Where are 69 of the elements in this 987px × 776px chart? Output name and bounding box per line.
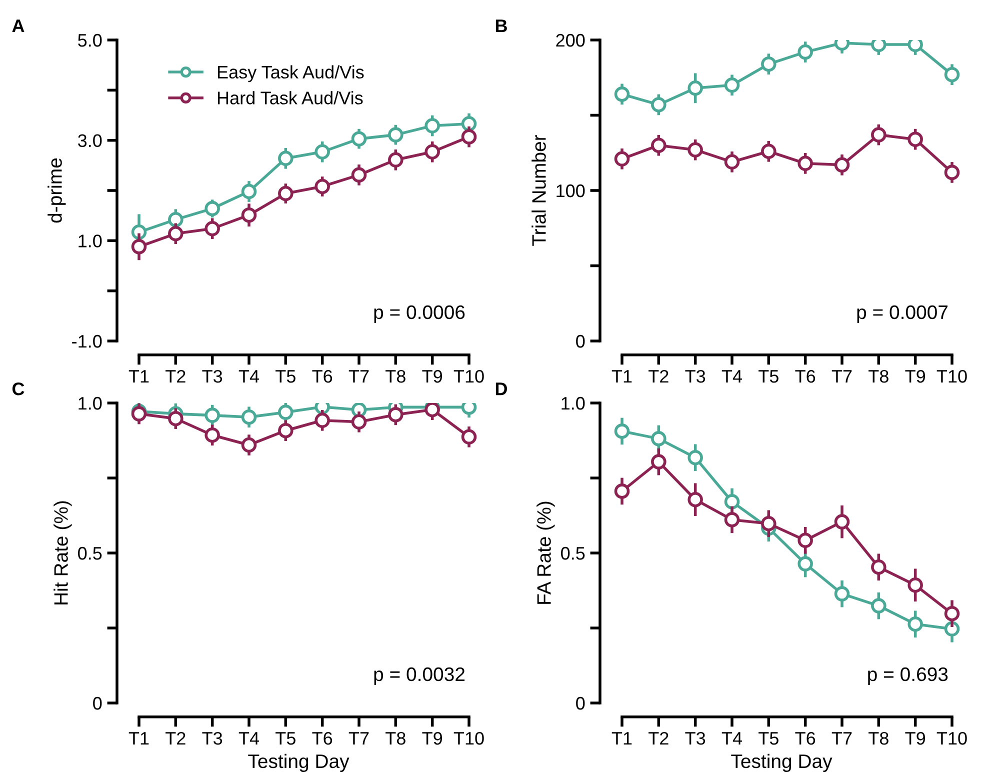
x-tick-label: T7 — [348, 732, 369, 745]
x-tick-label: T10 — [454, 370, 484, 383]
x-tick-label: T1 — [612, 732, 632, 745]
x-tick-label: T6 — [795, 370, 816, 383]
x-tick-label: T7 — [348, 370, 369, 383]
y-axis-title: Hit Rate (%) — [54, 501, 72, 604]
x-axis-title: Testing Day — [731, 754, 832, 772]
x-tick-label: T10 — [936, 370, 967, 383]
x-tick-label: T7 — [832, 370, 852, 383]
x-tick-label: T4 — [238, 732, 260, 745]
text: D — [496, 382, 508, 396]
annotation: p = 0.0032 — [374, 667, 465, 685]
x-tick-label: T8 — [868, 732, 888, 745]
x-axis-title: Testing Day — [248, 754, 350, 772]
x-tick-label: T5 — [276, 732, 296, 745]
x-tick-label: T2 — [648, 732, 668, 745]
y-tick-label: 5.0 — [78, 34, 102, 47]
x-tick-label: T1 — [612, 370, 632, 383]
x-tick-label: T3 — [202, 370, 222, 383]
x-tick-label: T2 — [166, 370, 186, 383]
x-tick-label: T9 — [422, 370, 442, 383]
x-tick-label: T9 — [905, 732, 926, 745]
x-tick-label: T2 — [648, 370, 668, 383]
y-axis-title: d-prime — [48, 158, 66, 223]
x-tick-label: T3 — [685, 732, 706, 745]
x-tick-label: T8 — [386, 370, 406, 383]
legend-label: Easy Task Aud/Vis — [218, 65, 364, 82]
y-tick-label: 200 — [556, 34, 585, 47]
y-tick-label: 0 — [576, 696, 585, 710]
x-tick-label: T6 — [312, 370, 332, 383]
y-tick-label: 100 — [556, 184, 585, 198]
x-tick-label: T7 — [832, 732, 852, 745]
y-tick-label: 1.0 — [562, 396, 585, 410]
x-tick-label: T2 — [166, 732, 186, 745]
x-tick-label: T9 — [905, 370, 926, 383]
x-tick-label: T4 — [722, 370, 742, 383]
x-tick-label: T6 — [312, 732, 332, 745]
x-tick-label: T10 — [454, 732, 484, 745]
x-tick-label: T5 — [276, 370, 296, 383]
y-axis-title: Trial Number — [532, 135, 546, 246]
annotation: p = 0.0006 — [374, 305, 465, 323]
x-tick-label: T8 — [868, 370, 888, 383]
x-tick-label: T3 — [202, 732, 222, 745]
x-tick-label: T4 — [238, 370, 260, 383]
y-tick-label: 1.0 — [78, 234, 102, 248]
x-tick-label: T4 — [722, 732, 742, 745]
x-tick-label: T5 — [758, 732, 778, 745]
text: A — [12, 20, 24, 32]
annotation: p = 0.0007 — [857, 305, 948, 323]
y-tick-label: 0 — [93, 696, 102, 710]
x-tick-label: T1 — [128, 732, 149, 745]
x-tick-label: T5 — [758, 370, 778, 383]
y-tick-label: 0.5 — [561, 546, 585, 560]
x-tick-label: T6 — [795, 732, 816, 745]
y-tick-label: 0.5 — [78, 546, 102, 560]
y-tick-label: -1.0 — [72, 334, 102, 348]
legend-label: Hard Task Aud/Vis — [218, 91, 363, 104]
x-tick-label: T8 — [386, 732, 406, 745]
text: B — [496, 20, 507, 32]
y-tick-label: 3.0 — [78, 134, 102, 148]
y-axis-title: FA Rate (%) — [536, 502, 555, 604]
x-tick-label: T1 — [128, 370, 149, 383]
x-tick-label: T9 — [422, 732, 442, 745]
x-tick-label: T10 — [936, 732, 967, 745]
text: C — [12, 382, 24, 396]
annotation: p = 0.693 — [868, 667, 948, 685]
y-tick-label: 1.0 — [78, 396, 102, 410]
x-tick-label: T3 — [685, 370, 706, 383]
y-tick-label: 0 — [576, 334, 585, 348]
